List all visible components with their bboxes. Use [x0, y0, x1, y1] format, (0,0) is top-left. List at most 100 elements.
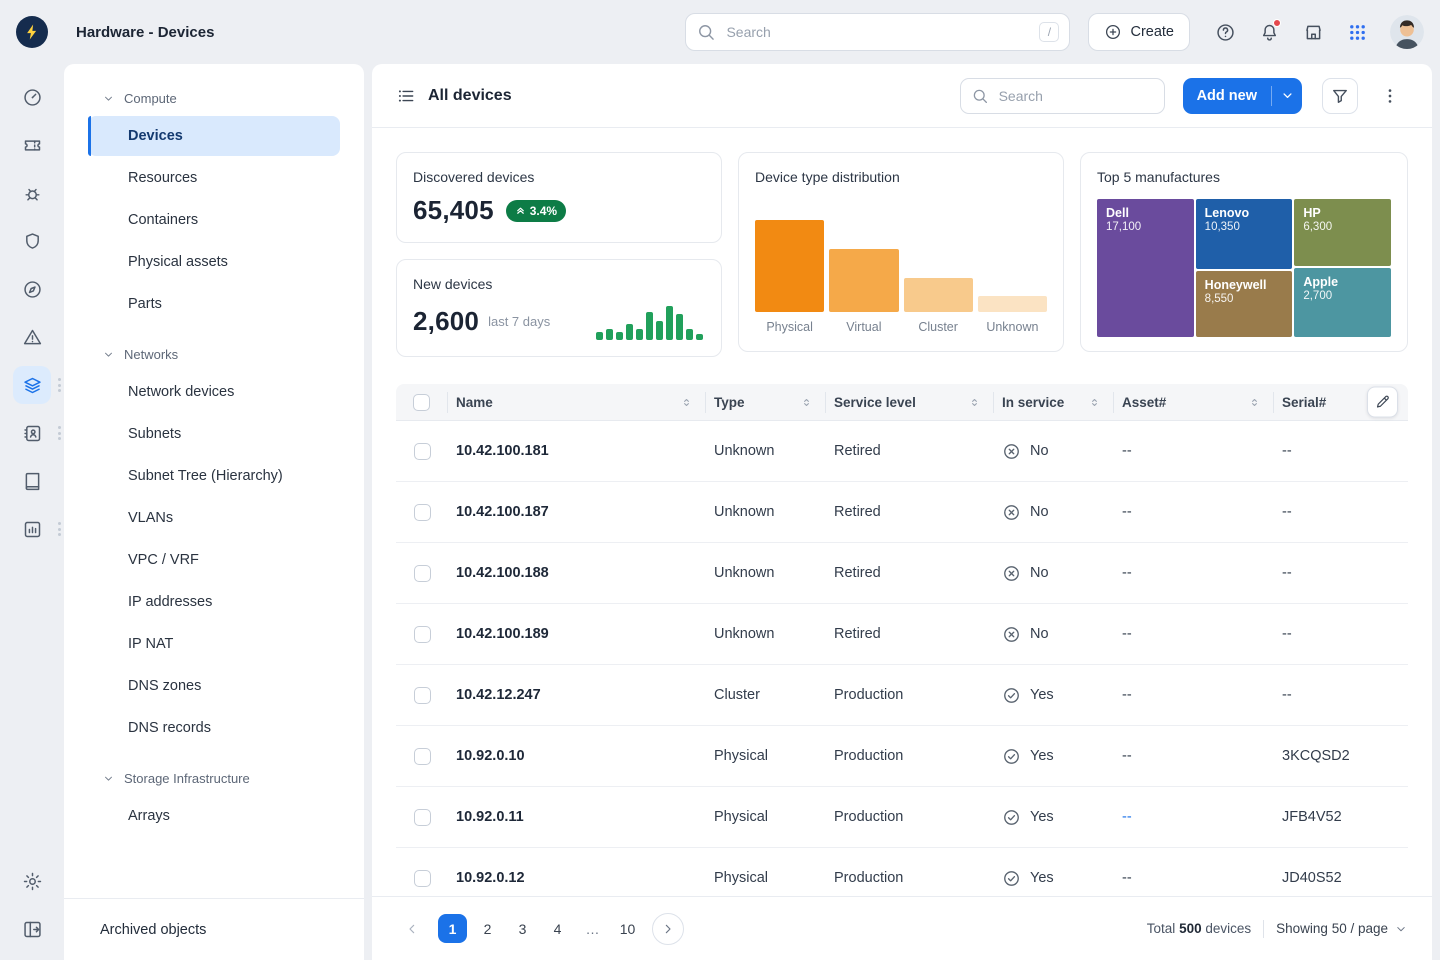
drag-handle-dots[interactable]: [58, 426, 61, 440]
treemap-cell-hp[interactable]: HP 6,300: [1294, 199, 1392, 266]
sort-icon[interactable]: [680, 396, 693, 409]
sort-icon[interactable]: [1088, 396, 1101, 409]
table-row[interactable]: 10.42.100.188 Unknown Retired No -- --: [396, 543, 1408, 604]
page-button-10[interactable]: 10: [613, 914, 642, 943]
treemap-cell-honeywell[interactable]: Honeywell 8,550: [1195, 271, 1293, 337]
treemap-cell-apple[interactable]: Apple 2,700: [1294, 267, 1392, 337]
row-checkbox[interactable]: [413, 625, 431, 643]
page-button-4[interactable]: 4: [543, 914, 572, 943]
rail-item-issues[interactable]: [13, 174, 51, 212]
next-page-button[interactable]: [652, 912, 684, 945]
sidebar-item-resources[interactable]: Resources: [88, 158, 340, 198]
sidebar-item-ip-nat[interactable]: IP NAT: [88, 624, 340, 664]
rail-item-docs[interactable]: [13, 462, 51, 500]
apps-menu-button[interactable]: [1340, 15, 1374, 49]
column-header-type[interactable]: Type: [706, 391, 826, 413]
page-button-3[interactable]: 3: [508, 914, 537, 943]
bar[interactable]: [755, 219, 825, 312]
device-name-link[interactable]: 10.92.0.11: [456, 809, 524, 825]
collapse-sidebar-button[interactable]: [13, 910, 51, 948]
row-checkbox[interactable]: [413, 564, 431, 582]
sort-icon[interactable]: [968, 396, 981, 409]
app-logo[interactable]: [16, 16, 48, 48]
drag-handle-dots[interactable]: [58, 378, 61, 392]
bar[interactable]: [829, 248, 899, 312]
sidebar-item-vpc-vrf[interactable]: VPC / VRF: [88, 540, 340, 580]
sidebar-item-containers[interactable]: Containers: [88, 200, 340, 240]
sidebar-section-header[interactable]: Networks: [64, 338, 364, 370]
rail-item-hardware[interactable]: [13, 366, 61, 404]
column-header-name[interactable]: Name: [448, 391, 706, 413]
sort-icon[interactable]: [1248, 396, 1261, 409]
device-name-link[interactable]: 10.42.100.187: [456, 504, 549, 520]
table-row[interactable]: 10.42.100.181 Unknown Retired No -- --: [396, 421, 1408, 482]
sort-icon[interactable]: [800, 396, 813, 409]
treemap-cell-dell[interactable]: Dell 17,100: [1097, 199, 1194, 337]
sidebar-item-ip-addresses[interactable]: IP addresses: [88, 582, 340, 622]
add-new-dropdown[interactable]: [1272, 88, 1302, 103]
sidebar-item-subnet-tree-hierarchy-[interactable]: Subnet Tree (Hierarchy): [88, 456, 340, 496]
sidebar-item-physical-assets[interactable]: Physical assets: [88, 242, 340, 282]
row-checkbox[interactable]: [413, 808, 431, 826]
global-search[interactable]: /: [685, 13, 1071, 51]
user-avatar[interactable]: [1390, 15, 1424, 49]
sidebar-item-dns-records[interactable]: DNS records: [88, 708, 340, 748]
rail-item-discovery[interactable]: [13, 270, 51, 308]
treemap-cell-lenovo[interactable]: Lenovo 10,350: [1195, 199, 1293, 270]
table-row[interactable]: 10.42.12.247 Cluster Production Yes -- -…: [396, 665, 1408, 726]
row-checkbox[interactable]: [413, 869, 431, 887]
rail-item-reports[interactable]: [13, 510, 61, 548]
table-row[interactable]: 10.92.0.10 Physical Production Yes -- 3K…: [396, 726, 1408, 787]
rail-item-alerts[interactable]: [13, 318, 51, 356]
help-button[interactable]: [1208, 15, 1242, 49]
previous-page-button[interactable]: [396, 913, 428, 945]
marketplace-button[interactable]: [1296, 15, 1330, 49]
table-row[interactable]: 10.92.0.12 Physical Production Yes -- JD…: [396, 848, 1408, 896]
row-checkbox[interactable]: [413, 686, 431, 704]
bar[interactable]: [977, 295, 1047, 312]
drag-handle-dots[interactable]: [58, 522, 61, 536]
edit-columns-button[interactable]: [1367, 386, 1398, 418]
sidebar-item-subnets[interactable]: Subnets: [88, 414, 340, 454]
row-checkbox[interactable]: [413, 747, 431, 765]
table-search[interactable]: [959, 77, 1165, 114]
rail-item-security[interactable]: [13, 222, 51, 260]
sidebar-item-devices[interactable]: Devices: [88, 116, 340, 156]
filter-button[interactable]: [1322, 77, 1358, 114]
create-button[interactable]: Create: [1088, 13, 1190, 51]
more-options-button[interactable]: [1372, 77, 1408, 114]
row-checkbox[interactable]: [413, 442, 431, 460]
sidebar-item-parts[interactable]: Parts: [88, 284, 340, 324]
settings-button[interactable]: [13, 862, 51, 900]
bar[interactable]: [903, 277, 973, 312]
column-header-in-service[interactable]: In service: [994, 391, 1114, 413]
page-button-1[interactable]: 1: [438, 914, 467, 943]
row-checkbox[interactable]: [413, 503, 431, 521]
column-header-asset[interactable]: Asset#: [1114, 391, 1274, 413]
view-selector[interactable]: All devices: [396, 86, 512, 106]
sidebar-item-arrays[interactable]: Arrays: [88, 796, 340, 836]
table-row[interactable]: 10.42.100.187 Unknown Retired No -- --: [396, 482, 1408, 543]
column-header-serial[interactable]: Serial#: [1282, 394, 1327, 410]
rail-item-tickets[interactable]: [13, 126, 51, 164]
global-search-input[interactable]: [724, 23, 1032, 41]
device-name-link[interactable]: 10.92.0.10: [456, 748, 525, 764]
select-all-checkbox[interactable]: [413, 393, 430, 411]
device-name-link[interactable]: 10.42.100.181: [456, 443, 549, 459]
column-header-service-level[interactable]: Service level: [826, 391, 994, 413]
table-search-input[interactable]: [996, 86, 1154, 105]
device-name-link[interactable]: 10.42.12.247: [456, 687, 541, 703]
device-name-link[interactable]: 10.92.0.12: [456, 870, 525, 886]
page-size-selector[interactable]: Showing 50 / page: [1276, 921, 1408, 936]
page-button-2[interactable]: 2: [473, 914, 502, 943]
device-name-link[interactable]: 10.42.100.189: [456, 626, 549, 642]
notifications-button[interactable]: [1252, 15, 1286, 49]
sidebar-item-vlans[interactable]: VLANs: [88, 498, 340, 538]
table-row[interactable]: 10.92.0.11 Physical Production Yes -- JF…: [396, 787, 1408, 848]
rail-item-dashboard[interactable]: [13, 78, 51, 116]
sidebar-section-header[interactable]: Compute: [64, 82, 364, 114]
device-name-link[interactable]: 10.42.100.188: [456, 565, 549, 581]
sidebar-item-dns-zones[interactable]: DNS zones: [88, 666, 340, 706]
rail-item-contacts[interactable]: [13, 414, 61, 452]
table-row[interactable]: 10.42.100.189 Unknown Retired No -- --: [396, 604, 1408, 665]
